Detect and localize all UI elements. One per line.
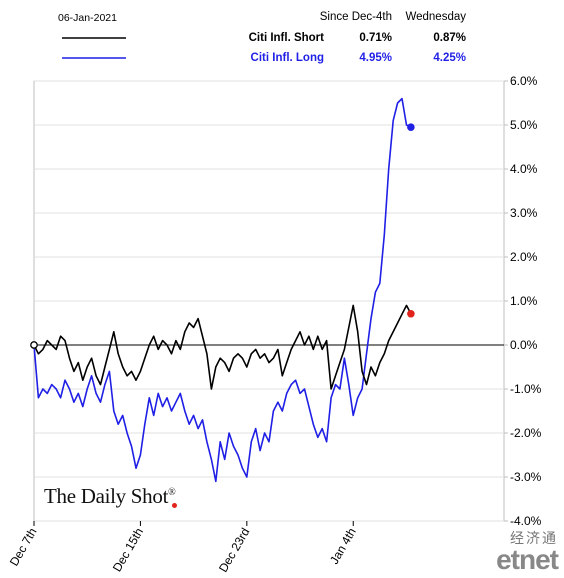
- y-tick-label: -1.0%: [510, 382, 542, 396]
- legend-date: 06-Jan-2021: [58, 12, 117, 24]
- x-axis: Dec 7th Dec 15th Dec 23rd Jan 4th: [7, 521, 359, 575]
- series-start-marker: [30, 341, 38, 349]
- y-tick-label: -3.0%: [510, 470, 542, 484]
- series-end-marker: [407, 123, 415, 131]
- logo-dot: [172, 503, 177, 508]
- series-group: [30, 97, 415, 483]
- y-tick-label: 6.0%: [510, 74, 538, 88]
- series-line: [33, 97, 412, 483]
- legend-short-name: Citi Infl. Short: [248, 32, 324, 44]
- x-tick-label: Jan 4th: [327, 526, 359, 567]
- daily-shot-logo: The Daily Shot®: [44, 484, 176, 509]
- y-tick-label: 0.0%: [510, 338, 538, 352]
- etnet-cn: 经济通: [510, 530, 558, 546]
- x-tick-label: Dec 7th: [7, 526, 40, 569]
- series-line: [33, 304, 412, 390]
- y-tick-label: 3.0%: [510, 206, 538, 220]
- series-end-marker: [407, 309, 415, 318]
- x-tick-label: Dec 15th: [110, 526, 146, 575]
- legend-short-v2: 0.87%: [433, 32, 466, 44]
- etnet-logo: 经济通 etnet: [496, 528, 559, 576]
- y-tick-label: 2.0%: [510, 250, 538, 264]
- y-axis: -4.0% -3.0% -2.0% -1.0% 0.0% 1.0% 2.0% 3.0% 4.0%…: [504, 74, 542, 528]
- etnet-en: etnet: [496, 544, 559, 575]
- y-tick-label: 5.0%: [510, 118, 538, 132]
- y-tick-label: -4.0%: [510, 514, 542, 528]
- legend-lines: [62, 37, 126, 59]
- legend-long-v1: 4.95%: [359, 52, 392, 64]
- gridlines: [34, 80, 504, 522]
- legend-col-since: Since Dec-4th: [319, 11, 392, 23]
- legend-long-name: Citi Infl. Long: [250, 52, 324, 64]
- y-tick-label: 1.0%: [510, 294, 538, 308]
- y-tick-label: -2.0%: [510, 426, 542, 440]
- legend-short-v1: 0.71%: [359, 32, 392, 44]
- x-tick-label: Dec 23rd: [216, 526, 252, 575]
- y-tick-label: 4.0%: [510, 162, 538, 176]
- daily-shot-text: The Daily Shot: [44, 484, 169, 508]
- daily-shot-mark: ®: [168, 487, 176, 498]
- legend-long-v2: 4.25%: [433, 52, 466, 64]
- legend-col-wednesday: Wednesday: [405, 11, 466, 23]
